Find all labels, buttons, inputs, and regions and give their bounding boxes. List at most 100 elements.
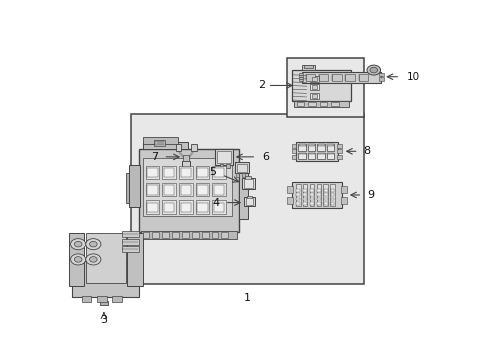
Bar [175, 144, 181, 151]
Bar [182, 161, 189, 172]
Bar [298, 75, 302, 77]
Bar [310, 93, 318, 99]
Bar [179, 183, 192, 197]
Bar [326, 153, 334, 159]
Bar [330, 198, 334, 201]
Bar [337, 149, 342, 153]
Bar [307, 153, 314, 154]
Bar [317, 153, 324, 159]
Bar [145, 183, 159, 197]
Bar [122, 231, 139, 237]
Bar [236, 173, 239, 177]
Bar [296, 189, 300, 192]
Bar [197, 185, 207, 194]
Bar [163, 168, 174, 177]
Bar [303, 193, 306, 196]
Bar [195, 183, 209, 197]
Bar [345, 74, 354, 81]
Bar [291, 144, 296, 148]
Circle shape [85, 239, 101, 250]
Bar [330, 102, 338, 107]
Bar [323, 202, 327, 205]
Bar [296, 102, 304, 107]
Bar [142, 232, 149, 238]
Bar [183, 155, 189, 161]
Bar [195, 166, 209, 179]
Bar [298, 144, 305, 146]
Circle shape [74, 257, 82, 262]
Circle shape [89, 257, 97, 262]
Bar [139, 149, 239, 232]
Bar [179, 166, 192, 179]
Bar [302, 184, 307, 206]
Bar [326, 144, 333, 146]
Bar [72, 261, 139, 297]
Bar [309, 193, 313, 196]
Bar [234, 162, 248, 174]
Bar [213, 203, 224, 212]
Bar [310, 76, 318, 82]
Bar [292, 182, 341, 208]
Bar [158, 141, 161, 145]
Bar [162, 232, 169, 238]
Bar [298, 79, 302, 81]
Bar [340, 197, 346, 204]
Text: 9: 9 [366, 190, 374, 200]
Bar [358, 74, 367, 81]
Bar [296, 198, 300, 201]
Bar [330, 193, 334, 196]
Bar [179, 201, 192, 214]
Bar [309, 184, 314, 206]
Bar [316, 202, 320, 205]
Bar [246, 196, 252, 200]
Bar [316, 189, 320, 192]
Bar [202, 232, 208, 238]
Bar [236, 163, 247, 172]
Bar [303, 202, 306, 205]
Bar [162, 201, 176, 214]
Bar [317, 144, 324, 146]
Bar [317, 153, 324, 154]
Bar [125, 174, 131, 203]
Bar [319, 102, 326, 107]
Bar [180, 168, 191, 177]
Bar [307, 153, 315, 159]
Text: 7: 7 [150, 152, 158, 162]
Bar [286, 58, 364, 117]
Bar [143, 158, 232, 216]
Bar [311, 77, 317, 81]
Bar [129, 165, 140, 207]
Bar [323, 184, 327, 206]
Bar [225, 164, 229, 168]
Text: 2: 2 [258, 81, 265, 90]
Bar [219, 164, 223, 168]
Bar [329, 184, 334, 206]
Bar [161, 141, 163, 145]
Bar [162, 183, 176, 197]
Bar [311, 85, 317, 89]
Bar [180, 203, 191, 212]
Bar [337, 155, 342, 159]
Bar [112, 296, 122, 302]
Bar [298, 153, 305, 154]
Text: 5: 5 [209, 167, 216, 177]
Bar [122, 246, 139, 252]
Bar [155, 141, 158, 145]
Bar [294, 101, 348, 107]
Bar [310, 84, 318, 90]
Bar [212, 201, 225, 214]
Bar [68, 233, 84, 286]
Bar [317, 144, 324, 151]
Text: 8: 8 [363, 146, 370, 156]
Bar [180, 185, 191, 194]
Bar [245, 198, 252, 205]
Bar [147, 185, 158, 194]
Bar [182, 232, 188, 238]
Bar [191, 232, 198, 238]
Bar [331, 74, 341, 81]
Bar [142, 138, 178, 144]
Bar [309, 198, 313, 201]
Circle shape [70, 239, 85, 250]
Bar [309, 202, 313, 205]
Bar [145, 201, 159, 214]
